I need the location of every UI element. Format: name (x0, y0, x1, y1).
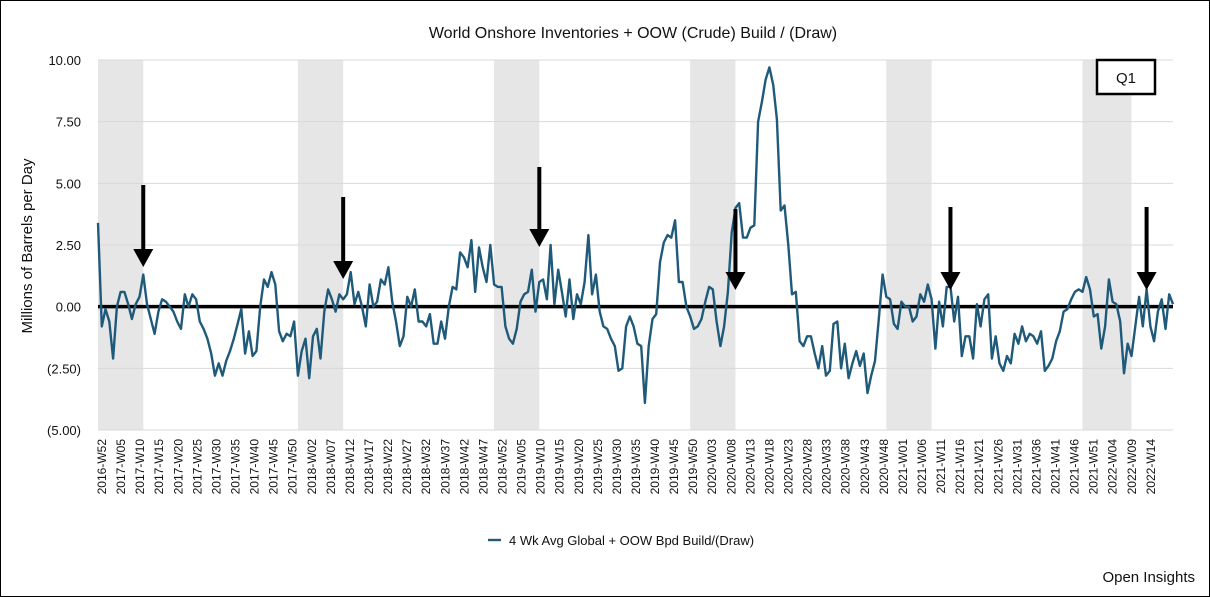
x-tick-label: 2017-W15 (152, 439, 166, 495)
y-tick-label: 2.50 (56, 238, 81, 253)
y-tick-label: 5.00 (56, 176, 81, 191)
x-tick-label: 2020-W03 (705, 439, 719, 495)
x-tick-label: 2021-W46 (1068, 439, 1082, 495)
x-tick-label: 2018-W37 (438, 439, 452, 495)
x-tick-label: 2019-W30 (610, 439, 624, 495)
x-tick-label: 2021-W01 (896, 439, 910, 495)
x-tick-label: 2021-W16 (953, 439, 967, 495)
x-tick-label: 2018-W52 (495, 439, 509, 495)
x-tick-label: 2017-W10 (133, 439, 147, 495)
x-tick-label: 2017-W35 (228, 439, 242, 495)
legend-label: 4 Wk Avg Global + OOW Bpd Build/(Draw) (509, 533, 754, 548)
x-tick-label: 2020-W13 (743, 439, 757, 495)
x-tick-label: 2021-W36 (1029, 439, 1043, 495)
q1-arrow-head (529, 229, 550, 247)
x-tick-label: 2021-W21 (972, 439, 986, 495)
x-tick-label: 2021-W31 (1010, 439, 1024, 495)
y-ticks-group: 10.00 7.50 5.00 2.50 0.00 (2.50) (5.00) (47, 53, 81, 438)
x-tick-label: 2020-W23 (782, 439, 796, 495)
q1-arrow-head (1136, 272, 1157, 290)
x-tick-label: 2018-W27 (400, 439, 414, 495)
x-tick-label: 2018-W47 (476, 439, 490, 495)
y-axis-title: Millions of Barrels per Day (19, 158, 36, 334)
x-tick-label: 2017-W50 (286, 439, 300, 495)
x-tick-label: 2021-W51 (1087, 439, 1101, 495)
x-tick-label: 2019-W25 (591, 439, 605, 495)
x-tick-label: 2022-W04 (1106, 439, 1120, 495)
q1-arrow-0 (133, 185, 154, 267)
y-tick-label: (5.00) (47, 423, 81, 438)
q1-arrow-2 (529, 167, 550, 247)
x-tick-label: 2017-W40 (248, 439, 262, 495)
x-tick-label: 2019-W10 (534, 439, 548, 495)
x-tick-label: 2020-W28 (801, 439, 815, 495)
x-tick-label: 2017-W30 (209, 439, 223, 495)
x-tick-label: 2019-W05 (515, 439, 529, 495)
source-label: Open Insights (1102, 569, 1195, 586)
y-tick-label: 0.00 (56, 300, 81, 315)
x-tick-label: 2018-W32 (419, 439, 433, 495)
x-tick-label: 2016-W52 (95, 439, 109, 495)
x-tick-label: 2021-W06 (915, 439, 929, 495)
x-ticks-group: 2016-W52 2017-W05 2017-W10 2017-W15 2017-W20… (95, 439, 1158, 495)
x-tick-label: 2022-W14 (1144, 439, 1158, 495)
x-tick-label: 2019-W15 (553, 439, 567, 495)
y-tick-label: 10.00 (48, 53, 81, 68)
x-tick-label: 2019-W50 (686, 439, 700, 495)
gridlines-group (98, 59, 1173, 431)
x-tick-label: 2020-W08 (724, 439, 738, 495)
x-tick-label: 2018-W22 (381, 439, 395, 495)
x-tick-label: 2018-W12 (343, 439, 357, 495)
x-tick-label: 2017-W20 (171, 439, 185, 495)
x-tick-label: 2018-W17 (362, 439, 376, 495)
x-tick-label: 2019-W40 (648, 439, 662, 495)
x-tick-label: 2019-W35 (629, 439, 643, 495)
x-tick-label: 2017-W05 (114, 439, 128, 495)
q1-arrow-head (133, 249, 154, 267)
x-tick-label: 2019-W45 (667, 439, 681, 495)
x-tick-label: 2021-W26 (991, 439, 1005, 495)
x-tick-label: 2020-W48 (877, 439, 891, 495)
q1-label-text: Q1 (1116, 70, 1136, 87)
x-tick-label: 2018-W07 (324, 439, 338, 495)
q1-arrow-head (333, 261, 354, 279)
series-line-4wk-avg (96, 66, 1175, 405)
x-tick-label: 2019-W20 (572, 439, 586, 495)
q1-arrow-5 (1136, 207, 1157, 290)
chart-title: World Onshore Inventories + OOW (Crude) … (429, 25, 837, 42)
x-tick-label: 2020-W18 (762, 439, 776, 495)
q1-arrow-4 (940, 207, 961, 290)
x-tick-label: 2021-W41 (1049, 439, 1063, 495)
q1-arrow-3 (725, 209, 746, 290)
q1-arrow-head (940, 272, 961, 290)
x-tick-label: 2020-W33 (820, 439, 834, 495)
x-tick-label: 2020-W43 (858, 439, 872, 495)
x-tick-label: 2017-W45 (267, 439, 281, 495)
q1-arrow-1 (333, 197, 354, 279)
x-tick-label: 2017-W25 (190, 439, 204, 495)
x-tick-label: 2021-W11 (934, 439, 948, 494)
q1-arrow-head (725, 272, 746, 290)
q1-label-box: Q1 (1095, 58, 1157, 96)
arrows-group (133, 167, 1157, 290)
x-tick-label: 2022-W09 (1125, 439, 1139, 495)
x-tick-label: 2020-W38 (839, 439, 853, 495)
x-tick-label: 2018-W42 (457, 439, 471, 495)
legend: 4 Wk Avg Global + OOW Bpd Build/(Draw) (488, 533, 754, 548)
y-tick-label: 7.50 (56, 115, 81, 130)
y-tick-label: (2.50) (47, 361, 81, 376)
x-tick-label: 2018-W02 (305, 439, 319, 495)
